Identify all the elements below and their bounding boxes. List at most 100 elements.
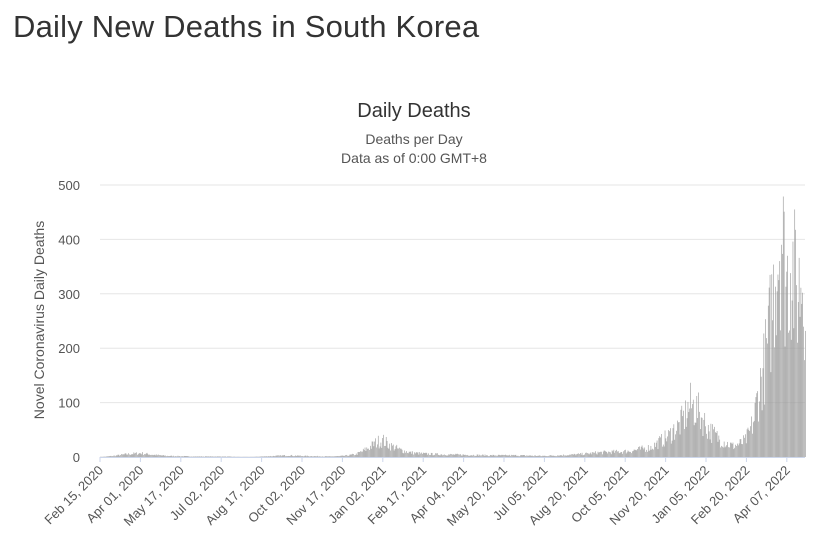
bar xyxy=(556,456,557,457)
bar xyxy=(548,455,549,457)
bar xyxy=(544,455,546,457)
bar xyxy=(326,456,328,457)
bar xyxy=(713,429,714,457)
bar xyxy=(109,456,111,457)
bar xyxy=(635,449,637,457)
bar xyxy=(767,343,768,457)
bar xyxy=(177,455,179,457)
bar xyxy=(769,274,771,457)
bar xyxy=(167,456,169,457)
bar xyxy=(666,441,668,457)
bar xyxy=(797,342,798,457)
bar xyxy=(553,455,555,457)
bar xyxy=(272,455,274,457)
bar xyxy=(747,427,749,457)
bar xyxy=(339,455,340,457)
bar xyxy=(525,455,526,457)
bar xyxy=(432,455,434,457)
bar xyxy=(307,455,308,457)
bar xyxy=(460,455,462,457)
bar xyxy=(571,454,572,457)
bar xyxy=(780,330,781,457)
bar xyxy=(688,412,690,457)
bar xyxy=(689,408,691,457)
bar xyxy=(778,280,780,457)
bar xyxy=(175,456,176,457)
bar xyxy=(260,456,262,457)
bar xyxy=(466,455,467,457)
bar xyxy=(224,456,226,457)
bar xyxy=(182,456,183,457)
bar xyxy=(382,438,383,457)
bar xyxy=(599,452,601,457)
bar xyxy=(784,346,786,457)
bar xyxy=(110,455,112,457)
bar xyxy=(141,454,143,457)
bar xyxy=(289,456,291,457)
bar xyxy=(578,453,579,457)
bar xyxy=(461,455,463,457)
bar xyxy=(123,454,125,457)
bar xyxy=(348,455,350,457)
bar xyxy=(654,442,655,457)
bar xyxy=(587,453,589,457)
bar xyxy=(206,456,208,457)
bar xyxy=(371,441,373,457)
bar xyxy=(149,454,151,457)
bar xyxy=(662,444,664,457)
bar xyxy=(290,455,292,457)
bar xyxy=(542,455,543,457)
bar xyxy=(694,422,696,457)
bar xyxy=(111,456,113,457)
bar xyxy=(617,451,619,457)
bar xyxy=(308,456,309,457)
bar xyxy=(370,448,372,457)
bar xyxy=(607,453,608,457)
bar xyxy=(156,454,158,457)
bar xyxy=(151,454,152,457)
bar xyxy=(771,274,773,457)
bar xyxy=(313,456,315,457)
bar xyxy=(547,456,548,457)
bar xyxy=(663,446,665,457)
bar xyxy=(619,452,621,457)
bar xyxy=(734,447,736,457)
bar xyxy=(501,454,503,457)
bar xyxy=(746,429,748,457)
bar xyxy=(365,450,367,457)
bar xyxy=(775,335,777,457)
bar xyxy=(693,425,695,457)
bar xyxy=(309,456,310,457)
bar xyxy=(422,452,424,457)
y-gridlines xyxy=(100,184,805,404)
bar xyxy=(122,454,123,457)
bar xyxy=(783,211,785,457)
bar xyxy=(580,454,582,457)
bar xyxy=(651,449,653,457)
bar xyxy=(701,417,703,457)
bar xyxy=(212,456,213,457)
bar xyxy=(364,447,366,457)
bar xyxy=(153,454,155,457)
bar xyxy=(418,454,420,457)
bar xyxy=(532,455,533,457)
bar xyxy=(550,455,551,457)
bar xyxy=(763,333,765,457)
bar xyxy=(480,455,481,457)
bar xyxy=(318,456,320,457)
bar xyxy=(407,453,409,457)
y-tick-label: 100 xyxy=(58,396,80,411)
bar xyxy=(623,451,624,457)
bar xyxy=(218,456,219,457)
bar xyxy=(617,451,618,457)
bar xyxy=(398,448,399,457)
bar xyxy=(453,454,455,457)
bar xyxy=(147,454,149,457)
bar xyxy=(394,449,396,457)
bar xyxy=(652,448,653,457)
bar xyxy=(543,455,545,457)
bar xyxy=(527,455,528,457)
bar xyxy=(112,456,113,457)
bar xyxy=(474,455,475,457)
bar xyxy=(287,456,288,457)
